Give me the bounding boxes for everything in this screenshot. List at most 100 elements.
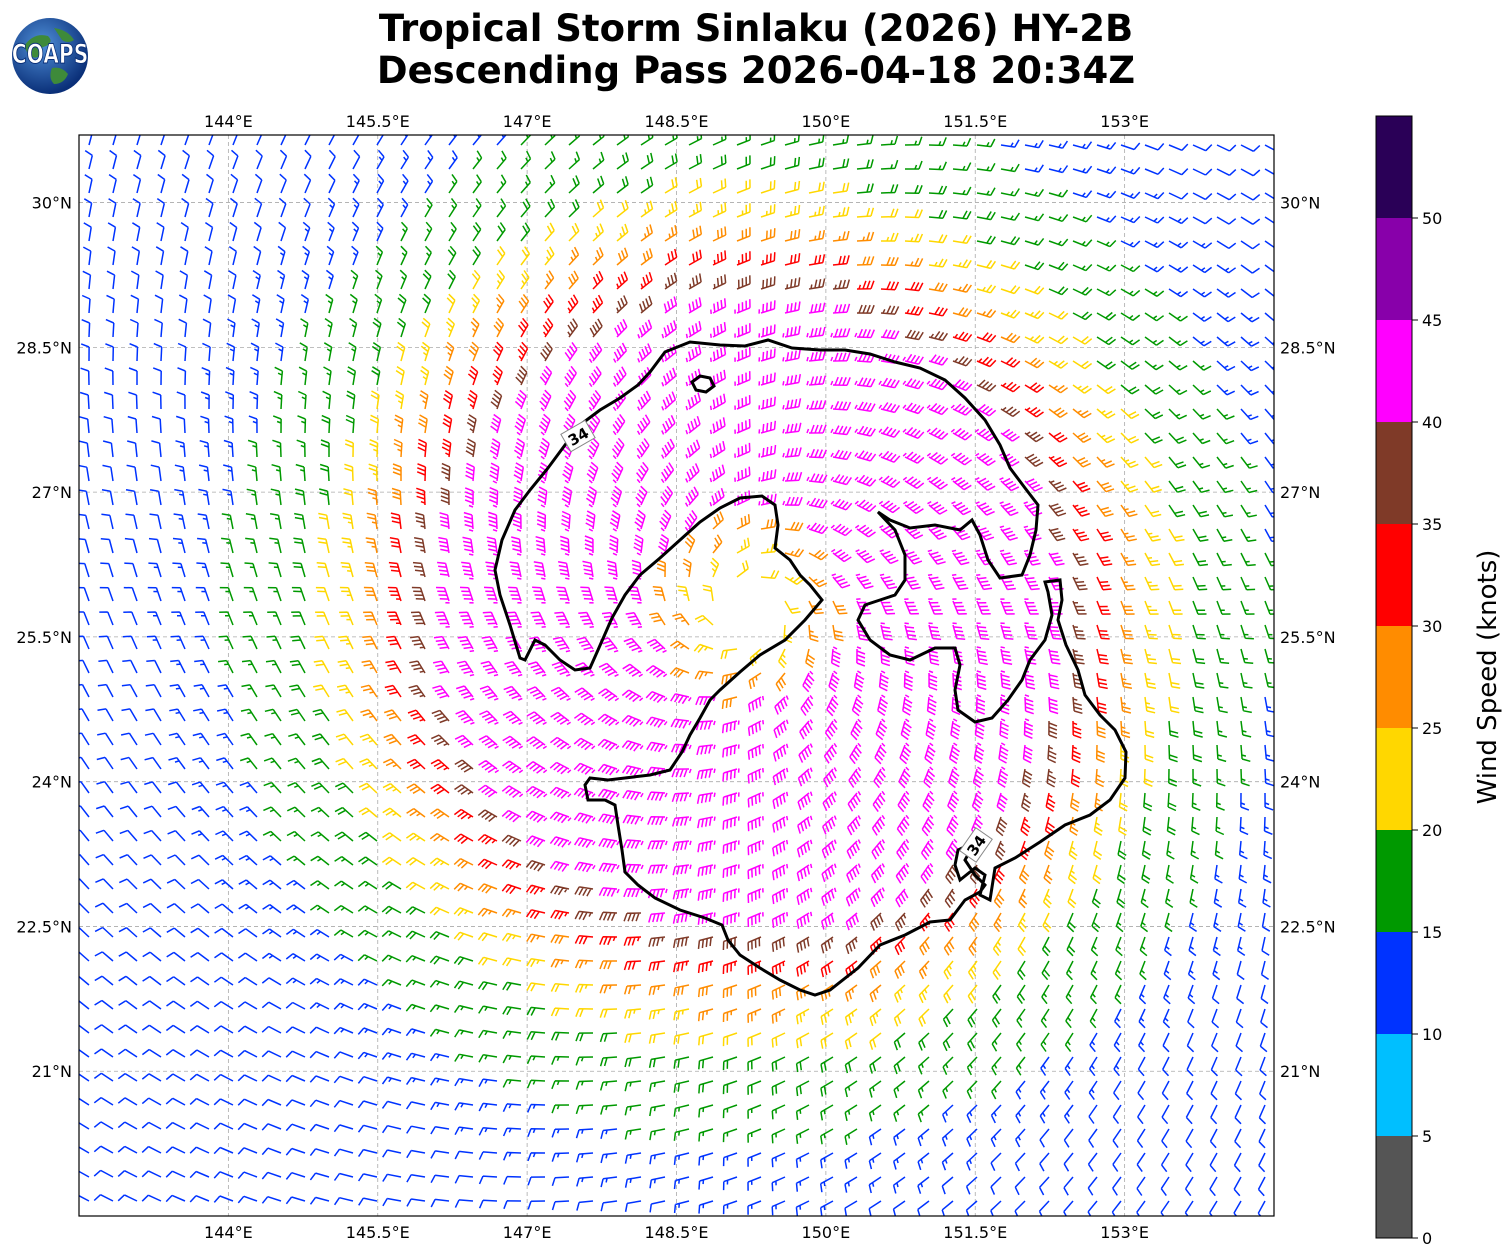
wind-barb — [736, 514, 751, 530]
wind-barb — [1168, 360, 1188, 371]
wind-barb — [648, 936, 666, 947]
wind-barb — [561, 486, 573, 508]
wind-barb — [335, 757, 354, 770]
wind-barb — [873, 766, 886, 789]
wind-barb — [896, 814, 910, 837]
wind-barb — [805, 648, 816, 669]
wind-barb — [241, 659, 258, 674]
wind-barb — [747, 840, 764, 856]
wind-barb — [334, 782, 354, 794]
wind-barb — [637, 319, 653, 339]
wind-barb — [758, 469, 777, 482]
wind-barb — [311, 782, 330, 794]
wind-barb — [304, 135, 311, 146]
wind-barb — [926, 452, 949, 465]
wind-barb — [430, 734, 450, 746]
wind-barb — [1096, 648, 1109, 665]
wind-barb — [684, 509, 698, 532]
wind-barb — [226, 342, 236, 362]
wind-barb — [359, 733, 378, 746]
wind-barb — [1096, 190, 1117, 199]
wind-barb — [167, 805, 186, 818]
wind-barb — [1216, 192, 1237, 201]
wind-barb — [447, 269, 456, 290]
wind-barb — [175, 415, 186, 434]
wind-barb — [551, 1200, 570, 1211]
wind-barb — [1264, 768, 1274, 787]
wind-barb — [246, 488, 258, 506]
wind-barb — [698, 1200, 714, 1214]
wind-barb — [645, 665, 668, 678]
wind-barb — [1072, 190, 1093, 199]
wind-barb — [165, 1073, 186, 1082]
wind-barb — [747, 984, 762, 999]
wind-barb — [1163, 936, 1172, 957]
wind-barb — [1264, 456, 1274, 470]
wind-barb — [672, 864, 692, 876]
wind-barb — [1209, 1152, 1218, 1173]
wind-barb — [285, 1026, 306, 1034]
wind-barb — [568, 175, 580, 194]
wind-barb — [123, 611, 138, 626]
wind-barb — [1048, 527, 1066, 542]
wind-barb — [126, 464, 138, 482]
wind-barb — [463, 511, 474, 532]
wind-barb — [1264, 216, 1274, 224]
wind-barb — [1240, 768, 1250, 787]
wind-barb — [1096, 288, 1117, 297]
wind-barb — [223, 439, 234, 458]
wind-barb — [309, 1002, 330, 1010]
wind-barb — [903, 525, 924, 540]
wind-barb — [878, 402, 901, 414]
wind-barb — [856, 159, 874, 170]
wind-barb — [830, 498, 853, 511]
wind-barb — [1213, 912, 1222, 933]
wind-barb — [592, 151, 605, 170]
wind-barb — [1240, 696, 1252, 714]
wind-barb — [760, 228, 776, 242]
wind-barb — [659, 509, 672, 532]
wind-barb — [1067, 864, 1078, 885]
wind-barb — [1072, 648, 1085, 665]
wind-barb — [454, 784, 474, 795]
colorbar-tick-label: 40 — [1422, 413, 1442, 432]
wind-barb — [477, 981, 498, 991]
wind-barb — [261, 1098, 282, 1107]
wind-barb — [1120, 504, 1138, 518]
wind-barb — [407, 709, 426, 722]
wind-barb — [1120, 720, 1131, 739]
wind-barb — [337, 660, 354, 674]
wind-barb — [1215, 816, 1225, 836]
wind-barb — [359, 758, 378, 770]
wind-barb — [1188, 936, 1197, 957]
wind-barb — [1263, 816, 1273, 835]
wind-barb — [1168, 552, 1184, 567]
wind-barb — [250, 342, 260, 362]
wind-barb — [600, 1200, 618, 1212]
wind-barb — [585, 485, 598, 508]
wind-barb — [824, 718, 838, 741]
wind-barb — [149, 488, 162, 506]
wind-barb — [1144, 744, 1154, 763]
wind-barb — [952, 162, 972, 172]
wind-barb — [1144, 552, 1161, 567]
wind-barb — [459, 586, 474, 604]
wind-barb — [844, 1080, 858, 1098]
wind-barb — [511, 536, 522, 556]
wind-barb — [352, 197, 360, 218]
wind-barb — [947, 790, 960, 813]
wind-barb — [868, 1104, 882, 1122]
wind-barb — [1015, 1128, 1026, 1148]
wind-barb — [396, 317, 407, 338]
wind-barb — [119, 805, 138, 818]
wind-barb — [784, 135, 800, 146]
wind-barb — [1263, 840, 1273, 860]
wind-barb — [592, 270, 604, 290]
wind-barb — [478, 1175, 498, 1185]
wind-barb — [1211, 984, 1220, 1005]
wind-barb — [458, 611, 474, 628]
wind-barb — [481, 636, 499, 653]
wind-barb — [430, 1125, 450, 1135]
wind-barb — [472, 150, 483, 170]
wind-barb — [239, 806, 258, 818]
